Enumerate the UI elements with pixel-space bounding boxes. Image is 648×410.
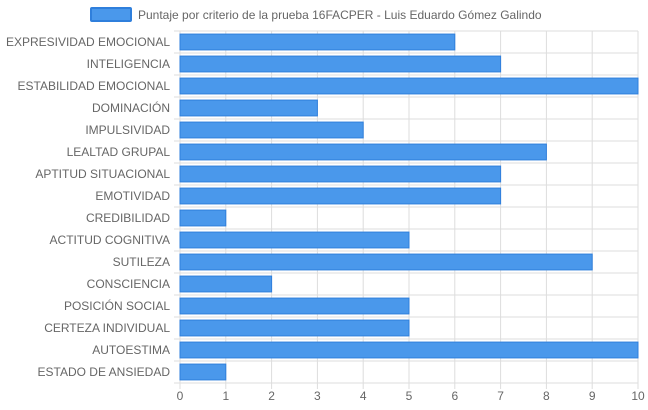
bar[interactable] bbox=[179, 363, 227, 381]
x-tick-label: 6 bbox=[451, 389, 458, 403]
bar[interactable] bbox=[179, 165, 502, 183]
bar[interactable] bbox=[179, 275, 273, 293]
bar[interactable] bbox=[179, 143, 547, 161]
bar[interactable] bbox=[179, 77, 639, 95]
category-label: DOMINACIÓN bbox=[92, 100, 170, 115]
legend-label: Puntaje por criterio de la prueba 16FACP… bbox=[138, 8, 542, 22]
category-label: POSICIÓN SOCIAL bbox=[64, 298, 170, 313]
category-label: ESTADO DE ANSIEDAD bbox=[38, 365, 171, 379]
x-tick-label: 5 bbox=[406, 389, 413, 403]
x-tick-label: 4 bbox=[360, 389, 367, 403]
legend[interactable]: Puntaje por criterio de la prueba 16FACP… bbox=[90, 7, 542, 22]
bars bbox=[179, 33, 639, 381]
bar[interactable] bbox=[179, 99, 318, 117]
bar[interactable] bbox=[179, 187, 502, 205]
bar[interactable] bbox=[179, 253, 593, 271]
category-label: EMOTIVIDAD bbox=[95, 189, 170, 203]
category-label: INTELIGENCIA bbox=[87, 57, 170, 71]
x-tick-label: 1 bbox=[222, 389, 229, 403]
category-label: SUTILEZA bbox=[113, 255, 170, 269]
x-tick-label: 10 bbox=[631, 389, 645, 403]
category-label: ACTITUD COGNITIVA bbox=[50, 233, 170, 247]
bar[interactable] bbox=[179, 319, 410, 337]
x-tick-labels: 0 1 2 3 4 5 6 7 8 9 10 bbox=[177, 389, 645, 403]
bar[interactable] bbox=[179, 209, 227, 227]
bar[interactable] bbox=[179, 55, 502, 73]
category-label: IMPULSIVIDAD bbox=[85, 123, 170, 137]
x-tick-label: 3 bbox=[314, 389, 321, 403]
x-tick-label: 8 bbox=[543, 389, 550, 403]
x-tick-label: 9 bbox=[589, 389, 596, 403]
category-label: CONSCIENCIA bbox=[87, 277, 170, 291]
legend-swatch bbox=[90, 7, 132, 22]
category-label: ESTABILIDAD EMOCIONAL bbox=[18, 79, 171, 93]
bar[interactable] bbox=[179, 121, 364, 139]
x-tick-label: 2 bbox=[268, 389, 275, 403]
bar[interactable] bbox=[179, 341, 639, 359]
category-label: EXPRESIVIDAD EMOCIONAL bbox=[6, 35, 170, 49]
bar[interactable] bbox=[179, 297, 410, 315]
bar[interactable] bbox=[179, 231, 410, 249]
category-label: CREDIBILIDAD bbox=[86, 211, 170, 225]
category-label: LEALTAD GRUPAL bbox=[67, 145, 171, 159]
category-label: AUTOESTIMA bbox=[92, 343, 170, 357]
bar[interactable] bbox=[179, 33, 456, 51]
category-label: CERTEZA INDIVIDUAL bbox=[44, 321, 170, 335]
category-label: APTITUD SITUACIONAL bbox=[35, 167, 170, 181]
category-labels: EXPRESIVIDAD EMOCIONAL INTELIGENCIA ESTABI… bbox=[6, 35, 170, 379]
x-tick-label: 0 bbox=[177, 389, 184, 403]
x-tick-label: 7 bbox=[497, 389, 504, 403]
